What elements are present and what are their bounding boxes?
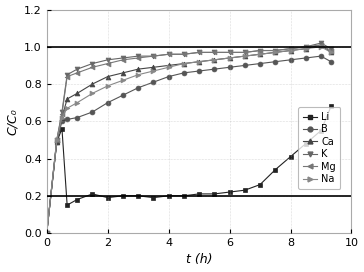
X-axis label: t (h): t (h) (186, 254, 212, 267)
Legend: Li, B, Ca, K, Mg, Na: Li, B, Ca, K, Mg, Na (298, 107, 340, 189)
Y-axis label: C/C₀: C/C₀ (5, 108, 19, 135)
